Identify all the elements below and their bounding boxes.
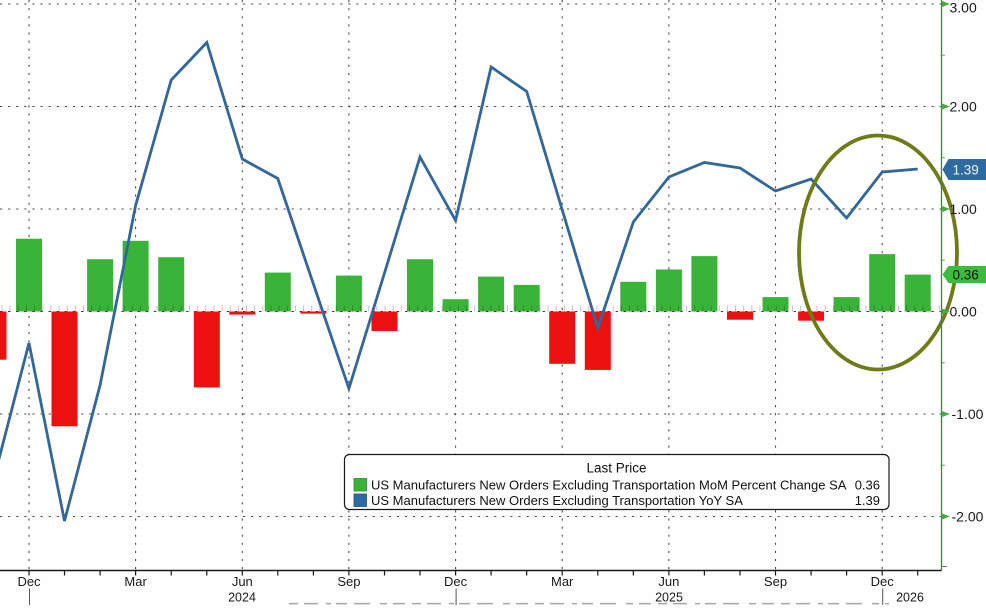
svg-text:Mar: Mar [124,574,147,589]
svg-text:2024: 2024 [228,591,256,605]
svg-text:2025: 2025 [655,591,683,605]
svg-text:Jun: Jun [658,574,679,589]
svg-text:2.00: 2.00 [950,99,977,115]
svg-text:Sep: Sep [337,574,360,589]
svg-text:Jun: Jun [232,574,253,589]
svg-text:US Manufacturers New Orders Ex: US Manufacturers New Orders Excluding Tr… [371,493,743,508]
svg-text:0.36: 0.36 [855,478,880,493]
svg-text:1.39: 1.39 [855,493,880,508]
svg-text:-2.00: -2.00 [952,509,984,525]
svg-text:Mar: Mar [551,574,574,589]
svg-text:Last Price: Last Price [586,461,646,476]
svg-text:Dec: Dec [17,574,41,589]
svg-text:1.39: 1.39 [953,162,979,177]
svg-text:Dec: Dec [871,574,895,589]
svg-text:-1.00: -1.00 [952,406,984,422]
svg-text:3.00: 3.00 [950,0,977,16]
svg-text:Dec: Dec [444,574,468,589]
svg-text:Sep: Sep [764,574,787,589]
svg-text:US Manufacturers New Orders Ex: US Manufacturers New Orders Excluding Tr… [371,478,847,493]
svg-text:0.00: 0.00 [950,304,977,320]
svg-text:2026: 2026 [896,591,924,605]
svg-text:0.36: 0.36 [953,267,979,282]
svg-text:1.00: 1.00 [950,201,977,217]
